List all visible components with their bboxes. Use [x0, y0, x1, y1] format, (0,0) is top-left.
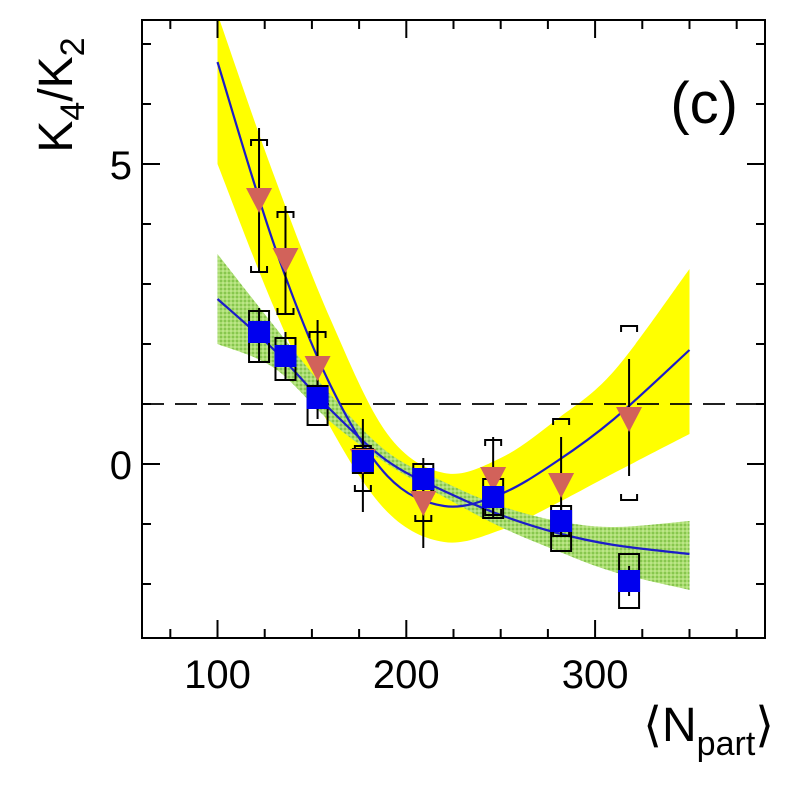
sys-bracket-top [620, 325, 639, 332]
y-axis-title-main: K [30, 121, 83, 153]
panel-label: (c) [670, 71, 738, 136]
axes: 100 200 300 0 5 [110, 19, 766, 697]
y-axis-title: K4/K2 [30, 37, 92, 152]
y-axis-title-sub2: 2 [54, 37, 92, 56]
yellow-band [217, 20, 690, 543]
x-tick-label: 100 [184, 653, 251, 697]
triangle-marker-5 [480, 467, 507, 492]
data-markers [246, 188, 643, 592]
square-marker-2 [306, 387, 329, 409]
green-band [217, 254, 690, 590]
sys-bracket-bottom [620, 494, 639, 501]
x-axis-title-open: ⟨N [643, 699, 696, 752]
triangle-marker-6 [548, 473, 575, 498]
x-axis-title-close: ⟩ [755, 699, 774, 752]
y-tick-label: 5 [110, 144, 132, 188]
square-marker-0 [248, 321, 271, 343]
triangle-marker-7 [616, 407, 643, 432]
square-marker-4 [412, 468, 435, 490]
sys-bracket-top [484, 439, 503, 446]
y-axis-title-sub1: 4 [54, 102, 92, 121]
sys-bracket-bottom [353, 485, 372, 492]
sys-bracket-top [552, 418, 571, 425]
x-tick-label: 300 [562, 653, 629, 697]
x-axis-title: ⟨Npart⟩ [643, 699, 774, 763]
sys-bracket-bottom [250, 266, 269, 273]
sys-bracket-bottom [414, 515, 433, 522]
triangle-marker-1 [272, 248, 299, 273]
square-marker-6 [550, 510, 573, 532]
square-marker-7 [618, 570, 641, 592]
y-tick-label: 0 [110, 444, 132, 488]
y-axis-title-slash: /K [30, 56, 83, 101]
square-marker-3 [351, 450, 374, 472]
square-marker-5 [482, 486, 505, 508]
triangle-marker-2 [304, 356, 331, 381]
sys-bracket-top [308, 331, 327, 338]
square-marker-1 [274, 345, 297, 367]
triangle-marker-0 [246, 188, 273, 213]
x-axis-title-sub: part [697, 725, 756, 763]
x-tick-label: 200 [373, 653, 440, 697]
svg-text:K4/K2: K4/K2 [30, 37, 92, 152]
uncertainty-bands [217, 20, 690, 590]
sys-bracket-bottom [276, 308, 295, 315]
sys-bracket-top [276, 211, 295, 218]
sys-bracket-top [250, 139, 269, 146]
triangle-marker-4 [410, 491, 437, 516]
